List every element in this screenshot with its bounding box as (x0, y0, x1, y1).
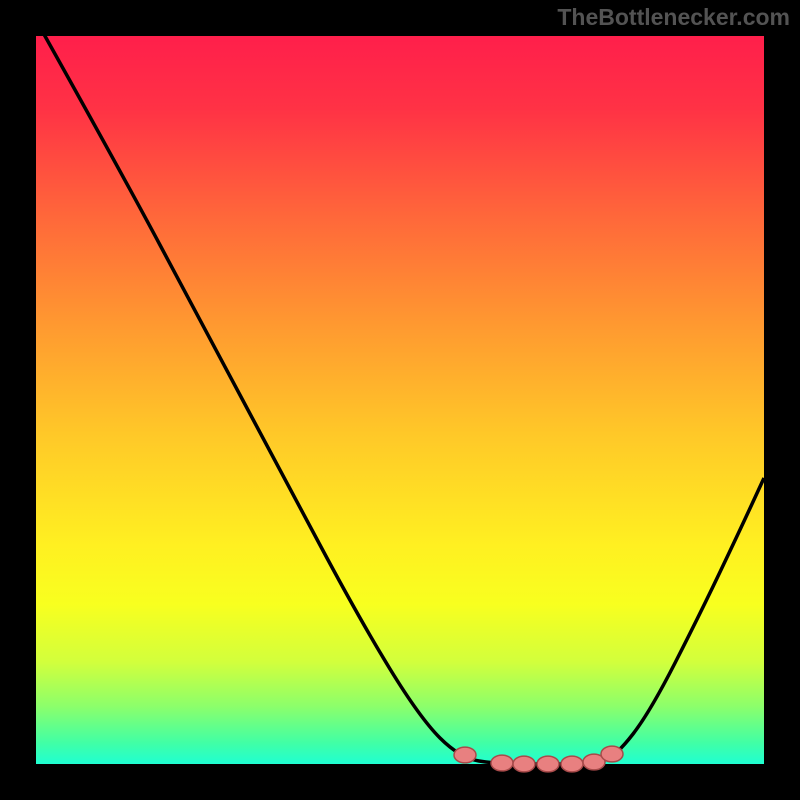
frame-left (0, 0, 36, 800)
watermark-text: TheBottlenecker.com (557, 4, 790, 31)
gradient-background (36, 36, 764, 764)
optimal-marker (454, 747, 476, 763)
bottleneck-chart-svg (0, 0, 800, 800)
chart-container: TheBottlenecker.com (0, 0, 800, 800)
frame-right (764, 0, 800, 800)
frame-bottom (0, 764, 800, 800)
optimal-marker (601, 746, 623, 762)
bottleneck-curve (36, 20, 764, 764)
